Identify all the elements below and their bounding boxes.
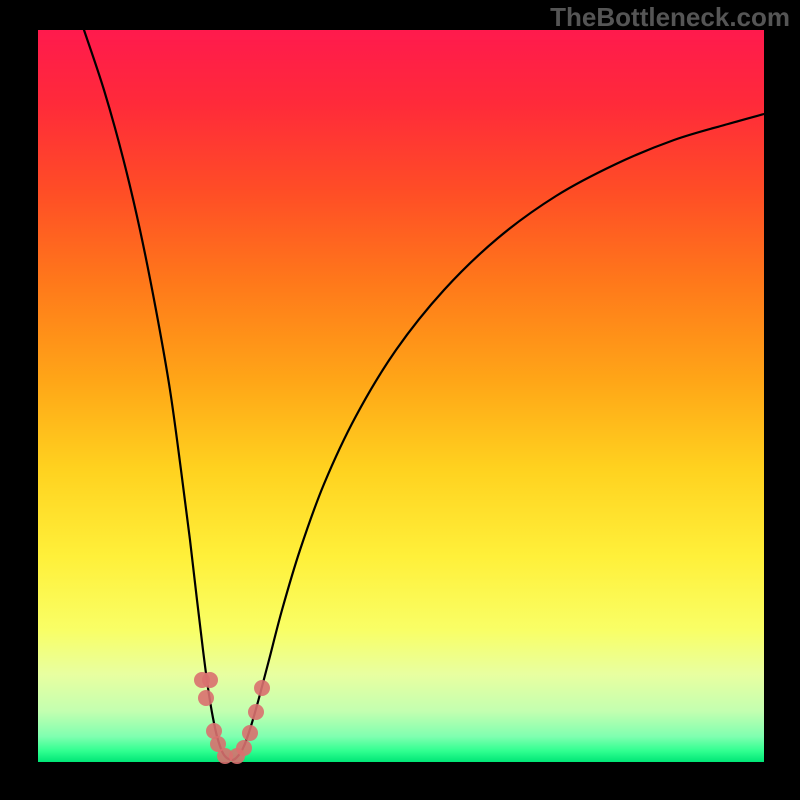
data-marker [254,680,270,696]
data-marker [202,672,218,688]
data-marker [248,704,264,720]
plot-background [38,30,764,762]
bottleneck-curve-chart [0,0,800,800]
data-marker [236,740,252,756]
chart-container: { "watermark": { "text": "TheBottleneck.… [0,0,800,800]
watermark-text: TheBottleneck.com [550,2,790,33]
data-marker [242,725,258,741]
data-marker [198,690,214,706]
